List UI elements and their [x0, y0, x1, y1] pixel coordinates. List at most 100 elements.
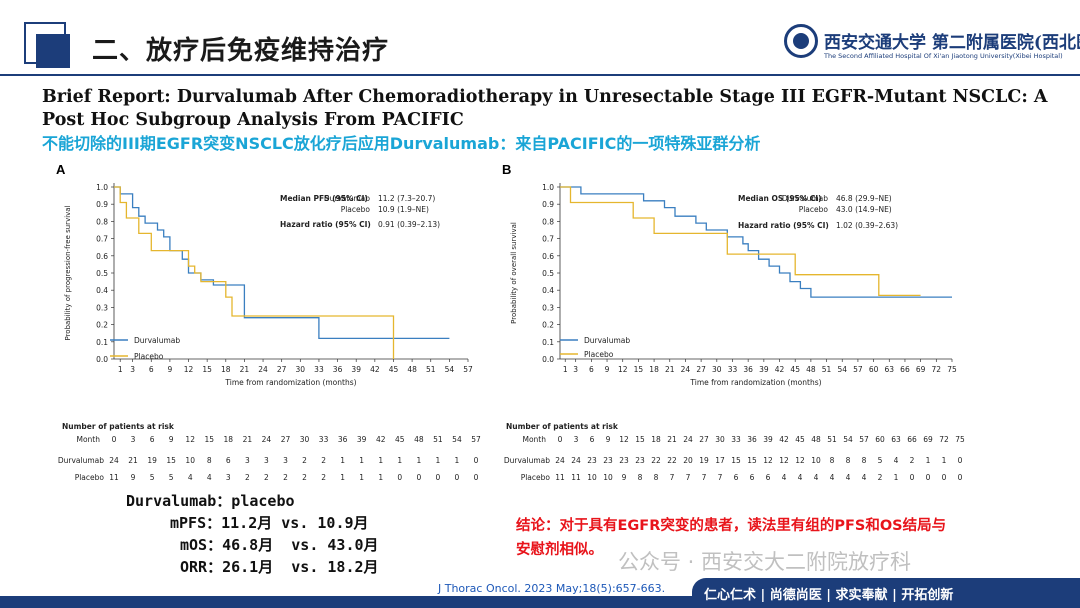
- y-tick-label: 0.9: [96, 200, 108, 209]
- x-tick-label: 27: [696, 365, 706, 374]
- risk-count: 12: [763, 456, 773, 465]
- x-tick-label: 48: [407, 365, 417, 374]
- risk-count: 1: [416, 456, 421, 465]
- risk-count: 23: [619, 456, 629, 465]
- risk-count: 1: [436, 456, 441, 465]
- x-tick-label: 42: [370, 365, 380, 374]
- risk-count: 22: [651, 456, 661, 465]
- risk-count: 12: [795, 456, 805, 465]
- risk-count: 1: [926, 456, 931, 465]
- risk-count: 23: [603, 456, 613, 465]
- y-tick-label: 0.4: [96, 286, 108, 295]
- x-tick-label: 36: [333, 365, 343, 374]
- risk-count: 11: [109, 473, 119, 482]
- x-tick-label: 45: [790, 365, 800, 374]
- risk-count: 15: [747, 456, 757, 465]
- risk-count: 19: [147, 456, 157, 465]
- median-arm: Durvalumab: [782, 194, 828, 203]
- x-tick-label: 57: [463, 365, 473, 374]
- risk-count: 3: [226, 473, 231, 482]
- risk-count: 10: [587, 473, 597, 482]
- km-curve-placebo: [114, 186, 395, 359]
- risk-month: 33: [731, 435, 741, 444]
- risk-month: 51: [433, 435, 443, 444]
- risk-count: 4: [782, 473, 787, 482]
- risk-month: 45: [395, 435, 405, 444]
- paper-title: Brief Report: Durvalumab After Chemoradi…: [42, 87, 1048, 130]
- risk-count: 0: [474, 473, 479, 482]
- risk-count: 2: [245, 473, 250, 482]
- median-value: 43.0 (14.9–NE): [836, 205, 892, 214]
- hr-value: 0.91 (0.39–2.13): [378, 220, 440, 229]
- risk-count: 0: [958, 473, 963, 482]
- x-tick-label: 69: [916, 365, 926, 374]
- risk-month: 9: [606, 435, 611, 444]
- risk-month: 54: [452, 435, 462, 444]
- hr-label: Hazard ratio (95% CI): [738, 221, 829, 230]
- risk-count: 1: [455, 456, 460, 465]
- risk-count: 1: [359, 473, 364, 482]
- risk-count: 6: [734, 473, 739, 482]
- risk-count: 7: [702, 473, 707, 482]
- risk-count: 1: [378, 473, 383, 482]
- risk-count: 10: [603, 473, 613, 482]
- risk-month: 18: [651, 435, 661, 444]
- title-decoration-block: [36, 34, 70, 68]
- y-tick-label: 0.9: [542, 200, 554, 209]
- hr-value: 1.02 (0.39–2.63): [836, 221, 898, 230]
- summary-heading: Durvalumab：placebo: [126, 492, 295, 510]
- risk-count: 10: [811, 456, 821, 465]
- risk-count: 3: [283, 456, 288, 465]
- risk-count: 6: [750, 473, 755, 482]
- x-tick-label: 39: [351, 365, 361, 374]
- risk-month: 21: [667, 435, 677, 444]
- summary-mos: mOS：46.8月 vs. 43.0月: [180, 536, 379, 554]
- x-tick-label: 18: [649, 365, 659, 374]
- risk-count: 4: [846, 473, 851, 482]
- x-tick-label: 45: [389, 365, 399, 374]
- x-tick-label: 12: [618, 365, 628, 374]
- risk-month: 51: [827, 435, 837, 444]
- hospital-logo-core: [793, 33, 809, 49]
- x-tick-label: 12: [184, 365, 194, 374]
- risk-month: 69: [923, 435, 933, 444]
- risk-count: 6: [226, 456, 231, 465]
- risk-count: 15: [731, 456, 741, 465]
- risk-month: 6: [150, 435, 155, 444]
- risk-row-label: Durvalumab: [58, 456, 104, 465]
- panel-label: A: [56, 162, 66, 177]
- risk-row-label: Placebo: [75, 473, 105, 482]
- risk-count: 4: [798, 473, 803, 482]
- x-tick-label: 24: [681, 365, 691, 374]
- risk-month: 3: [131, 435, 136, 444]
- km-curve-placebo: [560, 186, 921, 297]
- risk-count: 9: [131, 473, 136, 482]
- y-tick-label: 0.5: [96, 269, 108, 278]
- x-tick-label: 21: [240, 365, 250, 374]
- risk-count: 5: [878, 456, 883, 465]
- median-value: 46.8 (29.9–NE): [836, 194, 892, 203]
- risk-month: 57: [859, 435, 869, 444]
- risk-count: 1: [378, 456, 383, 465]
- legend-label: Durvalumab: [584, 336, 630, 345]
- risk-row-label: Durvalumab: [504, 456, 550, 465]
- summary-orr: ORR：26.1月 vs. 18.2月: [180, 558, 379, 576]
- risk-month: 21: [243, 435, 253, 444]
- x-tick-label: 3: [573, 365, 578, 374]
- risk-count: 6: [766, 473, 771, 482]
- risk-count: 4: [814, 473, 819, 482]
- y-tick-label: 0.8: [542, 217, 554, 226]
- x-tick-label: 15: [634, 365, 644, 374]
- risk-month: 72: [939, 435, 949, 444]
- risk-month: 24: [262, 435, 272, 444]
- title-divider: [0, 74, 1080, 76]
- x-tick-label: 30: [296, 365, 306, 374]
- risk-count: 8: [862, 456, 867, 465]
- x-tick-label: 48: [806, 365, 816, 374]
- risk-count: 24: [571, 456, 581, 465]
- risk-count: 0: [926, 473, 931, 482]
- risk-count: 4: [894, 456, 899, 465]
- risk-count: 4: [862, 473, 867, 482]
- x-tick-label: 66: [900, 365, 910, 374]
- risk-count: 8: [830, 456, 835, 465]
